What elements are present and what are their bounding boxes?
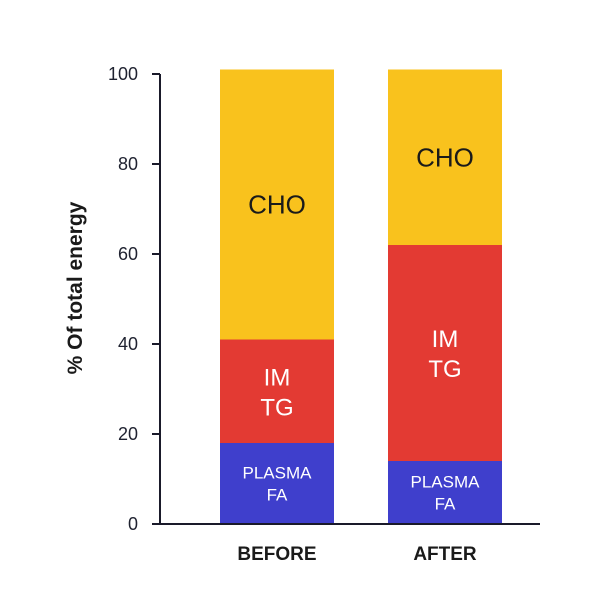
segment-label: TG <box>428 356 461 383</box>
x-axis-labels: BEFORE AFTER <box>237 544 477 565</box>
x-category-label: AFTER <box>413 544 477 565</box>
bar-segment-plasma-fa <box>388 461 502 524</box>
segment-label: FA <box>267 486 288 505</box>
segment-label: IM <box>264 364 291 391</box>
segment-label: CHO <box>416 142 474 172</box>
bar-segment-im-tg <box>220 339 334 443</box>
y-axis-label: % Of total energy <box>64 201 87 374</box>
y-tick-label: 0 <box>128 514 138 534</box>
segment-label: PLASMA <box>243 464 313 483</box>
y-tick-label: 100 <box>108 64 138 84</box>
segment-label: CHO <box>248 190 306 220</box>
y-tick-label: 20 <box>118 424 138 444</box>
bar-segment-cho <box>220 69 334 340</box>
segment-label: PLASMA <box>411 473 481 492</box>
segment-label: FA <box>435 495 456 514</box>
bar-segment-cho <box>388 69 502 245</box>
bar-segment-plasma-fa <box>220 443 334 524</box>
segment-label: TG <box>260 394 293 421</box>
bar-segment-im-tg <box>388 245 502 461</box>
segment-label: IM <box>432 326 459 353</box>
y-tick-label: 60 <box>118 244 138 264</box>
x-category-label: BEFORE <box>237 544 316 565</box>
y-axis-ticks: 0 20 40 60 80 100 <box>108 64 160 534</box>
y-tick-label: 80 <box>118 154 138 174</box>
y-tick-label: 40 <box>118 334 138 354</box>
bars: PLASMA FA IM TG CHO PLASMA FA IM TG CHO <box>220 69 502 524</box>
